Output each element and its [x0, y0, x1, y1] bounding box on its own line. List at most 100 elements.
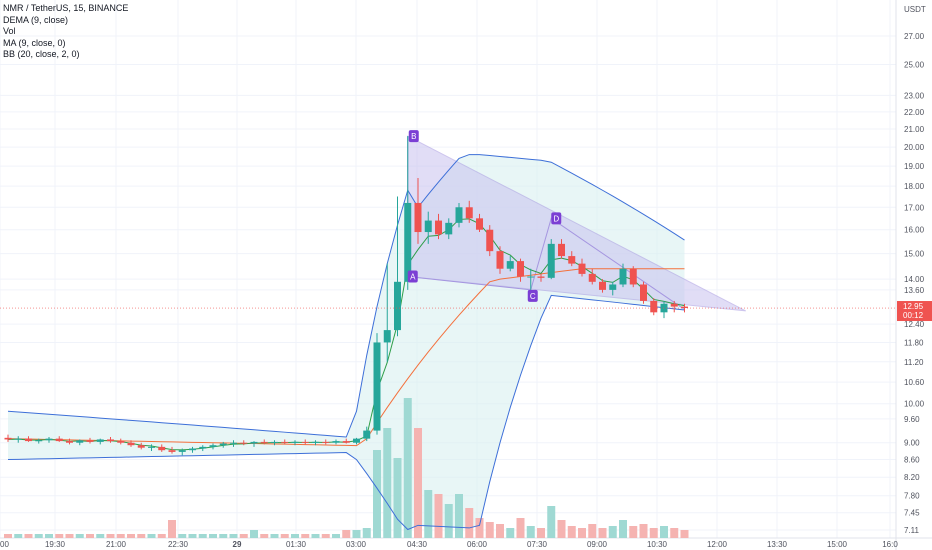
- pattern-label-text: A: [410, 273, 416, 282]
- candle-body: [670, 303, 678, 307]
- volume-bar: [557, 520, 566, 538]
- price-tick: 13.60: [904, 286, 925, 295]
- volume-bar: [34, 534, 43, 538]
- price-tick: 15.00: [904, 250, 925, 259]
- volume-bar: [444, 504, 453, 538]
- time-tick: 16:0: [882, 540, 898, 549]
- price-tick: 22.00: [904, 108, 925, 117]
- candle-body: [250, 441, 258, 444]
- volume-bar: [157, 534, 166, 538]
- time-tick: 09:00: [587, 540, 608, 549]
- candle-body: [353, 438, 360, 443]
- price-tick: 8.20: [904, 473, 920, 482]
- pattern-label-text: C: [530, 292, 536, 301]
- candle-body: [619, 268, 627, 285]
- time-tick: 10:30: [647, 540, 668, 549]
- volume-bar: [280, 534, 289, 538]
- candle-body: [230, 442, 237, 444]
- volume-bar: [188, 534, 197, 538]
- price-tick: 20.00: [904, 143, 925, 152]
- legend-bb[interactable]: BB (20, close, 2, 0): [3, 49, 80, 59]
- volume-bar: [475, 518, 484, 538]
- volume-bar: [45, 534, 53, 538]
- candle-body: [45, 438, 53, 441]
- volume-bar: [178, 534, 187, 538]
- candle-body: [281, 441, 289, 443]
- candle-body: [506, 261, 514, 269]
- volume-bar: [670, 528, 679, 538]
- price-tick: 27.00: [904, 32, 925, 41]
- candle-body: [568, 256, 576, 264]
- price-axis[interactable]: USDT 27.00 25.00 23.00 22.00 21.00 20.00 19.00 1…: [0, 5, 932, 535]
- volume-bar: [516, 518, 525, 538]
- price-tick: 7.11: [904, 526, 920, 535]
- candle-body: [117, 441, 125, 443]
- volume-bar: [127, 534, 135, 538]
- candle-body: [609, 284, 617, 290]
- candle-body: [25, 438, 32, 442]
- price-tick: 9.60: [904, 415, 920, 424]
- candle-body: [271, 441, 278, 443]
- time-tick: 19:30: [45, 540, 66, 549]
- volume-bar: [55, 534, 64, 538]
- candle-body: [455, 207, 463, 223]
- candle-body: [424, 220, 432, 233]
- volume-bar: [588, 524, 597, 538]
- time-tick: 04:30: [407, 540, 428, 549]
- volume-bar: [485, 522, 494, 538]
- time-tick: 12:00: [707, 540, 728, 549]
- volume-bar: [526, 526, 535, 538]
- price-tick: 9.00: [904, 439, 920, 448]
- candle-body: [517, 261, 524, 277]
- candle-body: [435, 220, 442, 235]
- volume-bar: [434, 494, 443, 538]
- volume-bar: [455, 494, 463, 538]
- volume-bar: [362, 528, 371, 538]
- candle-body: [537, 276, 545, 278]
- pattern-label-b[interactable]: B: [408, 130, 419, 143]
- last-price-value: 12.95: [903, 302, 924, 311]
- candle-body: [301, 441, 309, 443]
- candle-body: [373, 342, 381, 431]
- price-tick: 8.60: [904, 456, 920, 465]
- candle-body: [86, 440, 94, 442]
- candle-body: [445, 222, 453, 235]
- candle-body: [486, 229, 494, 252]
- candlesticks: [4, 136, 688, 456]
- volume-bar: [414, 428, 422, 538]
- legend-vol[interactable]: Vol: [3, 26, 16, 36]
- candle-body: [199, 446, 207, 449]
- price-tick: 7.45: [904, 509, 920, 518]
- candle-body: [465, 207, 473, 219]
- legend-ma[interactable]: MA (9, close, 0): [3, 37, 66, 48]
- candle-body: [137, 445, 145, 448]
- pattern-label-c[interactable]: C: [527, 289, 538, 302]
- volume-bar: [342, 530, 351, 538]
- volume-bar: [680, 530, 689, 538]
- legend-symbol[interactable]: NMR / TetherUS, 15, BINANCE: [3, 3, 129, 13]
- volume-bar: [547, 506, 556, 538]
- time-axis[interactable]: 00 19:30 21:00 22:30 29 01:30 03:00 04:30 06:00 0…: [0, 540, 898, 549]
- candle-body: [107, 439, 114, 442]
- volume-bar: [86, 534, 94, 538]
- candle-body: [158, 446, 166, 451]
- time-tick: 00: [0, 540, 9, 549]
- legend-dema[interactable]: DEMA (9, close): [3, 14, 69, 25]
- price-tick: 7.80: [904, 492, 920, 501]
- volume-bar: [14, 534, 23, 538]
- pattern-label-d[interactable]: D: [551, 212, 562, 225]
- pattern-label-a[interactable]: A: [407, 270, 418, 283]
- volume-bar: [250, 530, 258, 538]
- candle-body: [588, 273, 596, 282]
- volume-bar: [537, 528, 545, 538]
- candle-body: [476, 218, 483, 230]
- volume-bar: [260, 534, 269, 538]
- volume-bar: [168, 520, 176, 538]
- price-tick: 21.00: [904, 125, 925, 134]
- candle-body: [578, 263, 586, 274]
- candle-body: [148, 446, 155, 448]
- volume-bar: [24, 534, 33, 538]
- currency-label: USDT: [904, 5, 926, 14]
- candle-body: [55, 438, 63, 442]
